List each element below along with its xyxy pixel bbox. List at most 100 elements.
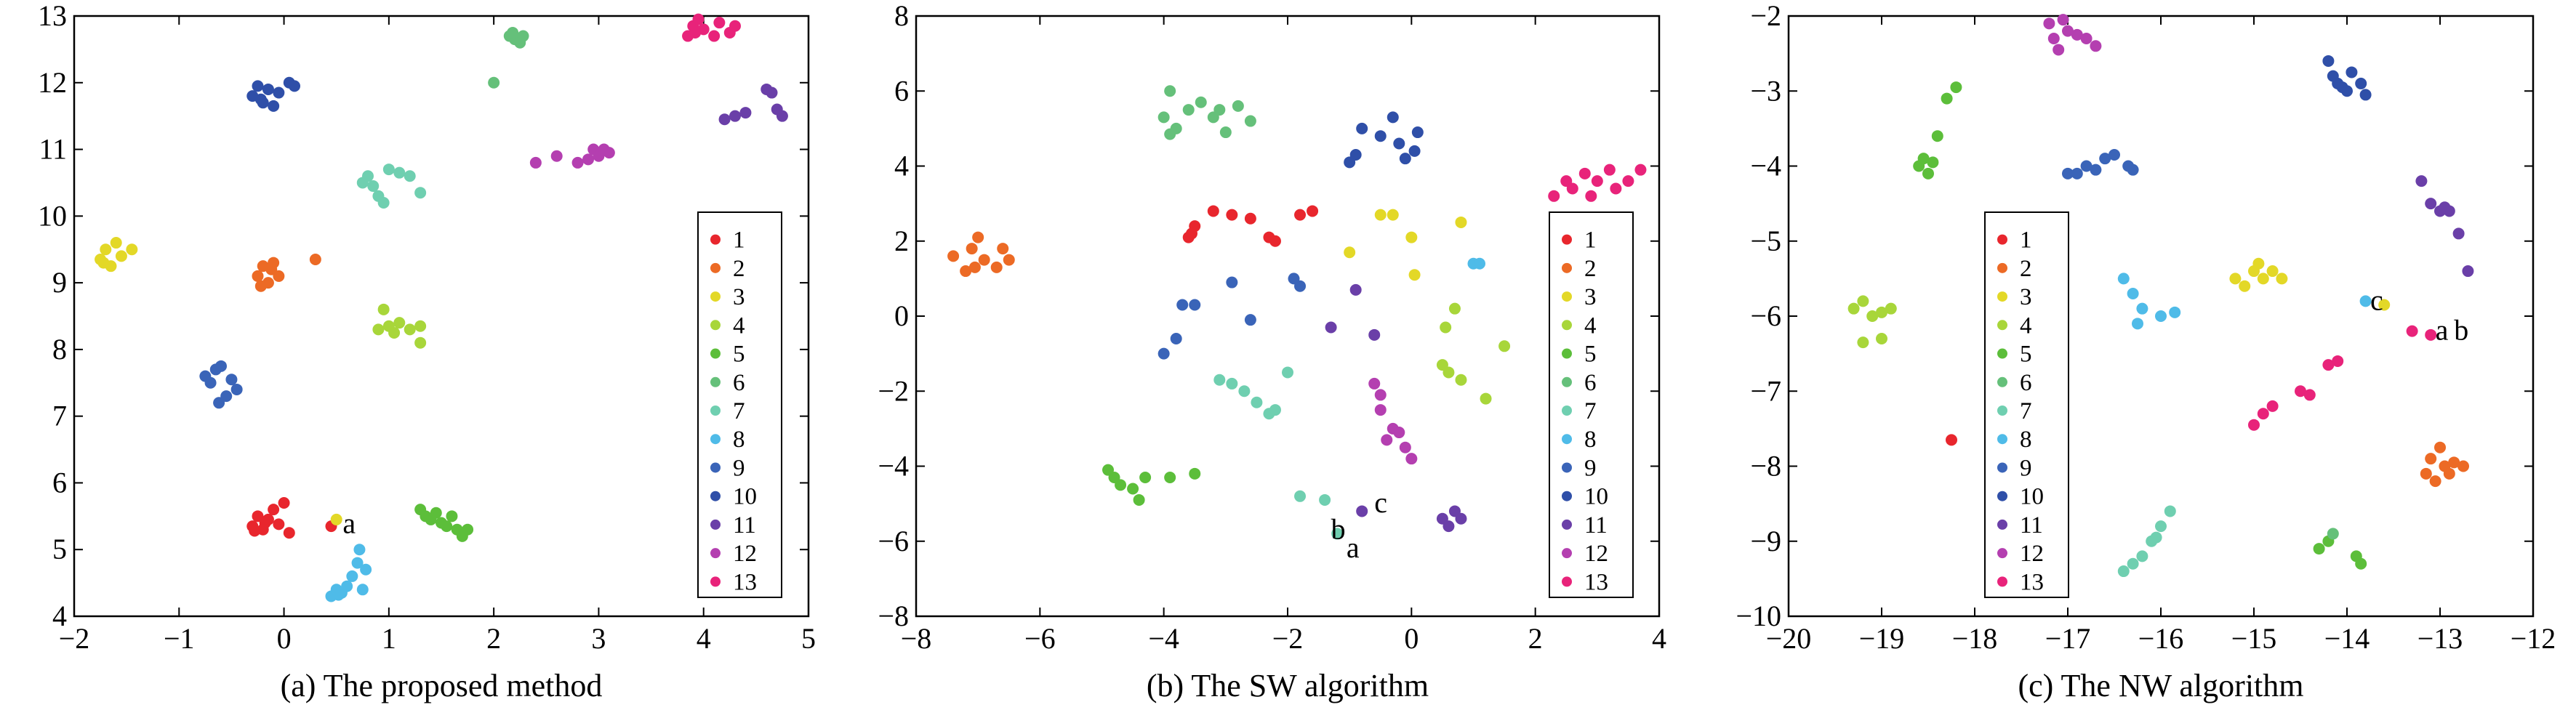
legend-label: 1 — [733, 227, 745, 254]
point-series-8 — [2117, 273, 2130, 285]
point-series-12 — [2080, 32, 2093, 44]
point-series-12 — [1374, 389, 1387, 401]
point-series-8 — [2169, 306, 2181, 318]
point-series-9 — [1294, 280, 1307, 292]
point-series-7 — [2117, 565, 2130, 578]
legend-marker — [1997, 491, 2007, 501]
point-series-4 — [1857, 295, 1869, 307]
point-series-2 — [2425, 453, 2437, 465]
point-series-6 — [488, 76, 500, 89]
point-series-13 — [1566, 182, 1578, 195]
legend-label: 8 — [1584, 427, 1597, 453]
point-series-7 — [2155, 520, 2167, 533]
point-series-3 — [110, 237, 122, 249]
x-tick-label: −4 — [1148, 622, 1179, 655]
point-series-5 — [462, 523, 474, 536]
point-series-11 — [2439, 201, 2451, 214]
point-series-13 — [689, 26, 702, 39]
point-series-4 — [1448, 302, 1461, 315]
y-tick-label: −3 — [1750, 74, 1781, 107]
x-tick-label: 3 — [591, 622, 606, 655]
point-series-1 — [249, 525, 261, 537]
point-series-13 — [2303, 389, 2316, 401]
legend-marker — [710, 576, 721, 587]
legend-marker — [1997, 262, 2007, 273]
point-series-2 — [960, 265, 972, 278]
annotation-label: b — [1331, 512, 1346, 545]
point-series-8 — [1474, 257, 1486, 270]
point-series-10 — [1411, 126, 1424, 139]
point-series-11 — [766, 86, 778, 99]
y-tick-label: 8 — [894, 0, 909, 32]
point-series-4 — [1857, 336, 1869, 349]
x-tick-label: 5 — [801, 622, 816, 655]
legend-box — [1984, 211, 2069, 598]
point-series-5 — [1922, 167, 1934, 179]
point-series-3 — [115, 250, 127, 262]
point-series-10 — [2346, 66, 2358, 78]
point-series-1 — [1226, 209, 1238, 221]
point-series-6 — [517, 30, 529, 42]
point-series-4 — [1443, 366, 1455, 379]
annotation-label: a — [342, 507, 356, 539]
y-tick-label: −2 — [1750, 0, 1781, 32]
point-series-6 — [1157, 111, 1170, 124]
point-series-12 — [1405, 453, 1418, 465]
point-series-4 — [1876, 332, 1887, 344]
point-series-2 — [2457, 460, 2469, 472]
point-series-10 — [1349, 149, 1362, 161]
legend-label: 4 — [733, 312, 745, 339]
point-series-9 — [1170, 332, 1182, 344]
point-series-6 — [1164, 128, 1176, 140]
point-series-9 — [1244, 314, 1256, 326]
annotation-label: b — [2454, 314, 2468, 347]
y-tick-label: 4 — [894, 150, 909, 182]
legend-label: 5 — [2020, 342, 2032, 368]
legend-label: 12 — [733, 541, 757, 567]
point-series-9 — [2099, 153, 2111, 165]
y-tick-label: −5 — [1750, 225, 1781, 257]
legend-label: 12 — [2020, 541, 2044, 567]
x-tick-label: −1 — [164, 622, 195, 655]
point-series-8 — [2136, 302, 2148, 315]
point-series-1 — [283, 527, 295, 539]
point-series-3 — [1387, 209, 1399, 221]
point-series-10 — [262, 83, 274, 95]
legend-marker — [710, 519, 721, 530]
legend-marker — [710, 291, 721, 302]
point-series-2 — [252, 270, 264, 282]
point-series-4 — [1440, 321, 1452, 334]
point-series-10 — [273, 86, 285, 99]
legend-marker — [710, 434, 721, 445]
point-series-8 — [360, 563, 372, 576]
point-series-8 — [2132, 318, 2143, 330]
point-series-10 — [1374, 130, 1387, 142]
point-series-8 — [356, 584, 369, 596]
x-tick-label: −2 — [59, 622, 90, 655]
point-series-11 — [1443, 520, 1455, 533]
point-series-6 — [1182, 104, 1195, 116]
point-series-10 — [1387, 111, 1399, 124]
point-series-3 — [1344, 246, 1356, 259]
point-series-9 — [2080, 160, 2093, 172]
point-series-9 — [213, 397, 225, 409]
x-tick-label: 4 — [697, 622, 711, 655]
legend-marker — [710, 548, 721, 559]
point-series-11 — [1325, 321, 1337, 334]
x-tick-label: −15 — [2231, 622, 2277, 655]
legend-label: 9 — [2020, 455, 2032, 481]
legend-label: 9 — [1584, 455, 1597, 481]
x-tick-label: 0 — [277, 622, 292, 655]
x-tick-label: 2 — [1528, 622, 1543, 655]
point-series-2 — [1003, 254, 1015, 266]
point-series-2 — [990, 261, 1003, 273]
legend-marker — [1562, 348, 1572, 359]
legend-marker — [1562, 291, 1572, 302]
legend-marker — [1562, 576, 1572, 587]
y-tick-label: 8 — [52, 333, 67, 366]
legend-marker — [1997, 519, 2007, 530]
point-series-13 — [2332, 355, 2344, 367]
point-series-8 — [341, 580, 353, 592]
point-series-11 — [1455, 512, 1467, 525]
point-series-4 — [1847, 302, 1860, 315]
